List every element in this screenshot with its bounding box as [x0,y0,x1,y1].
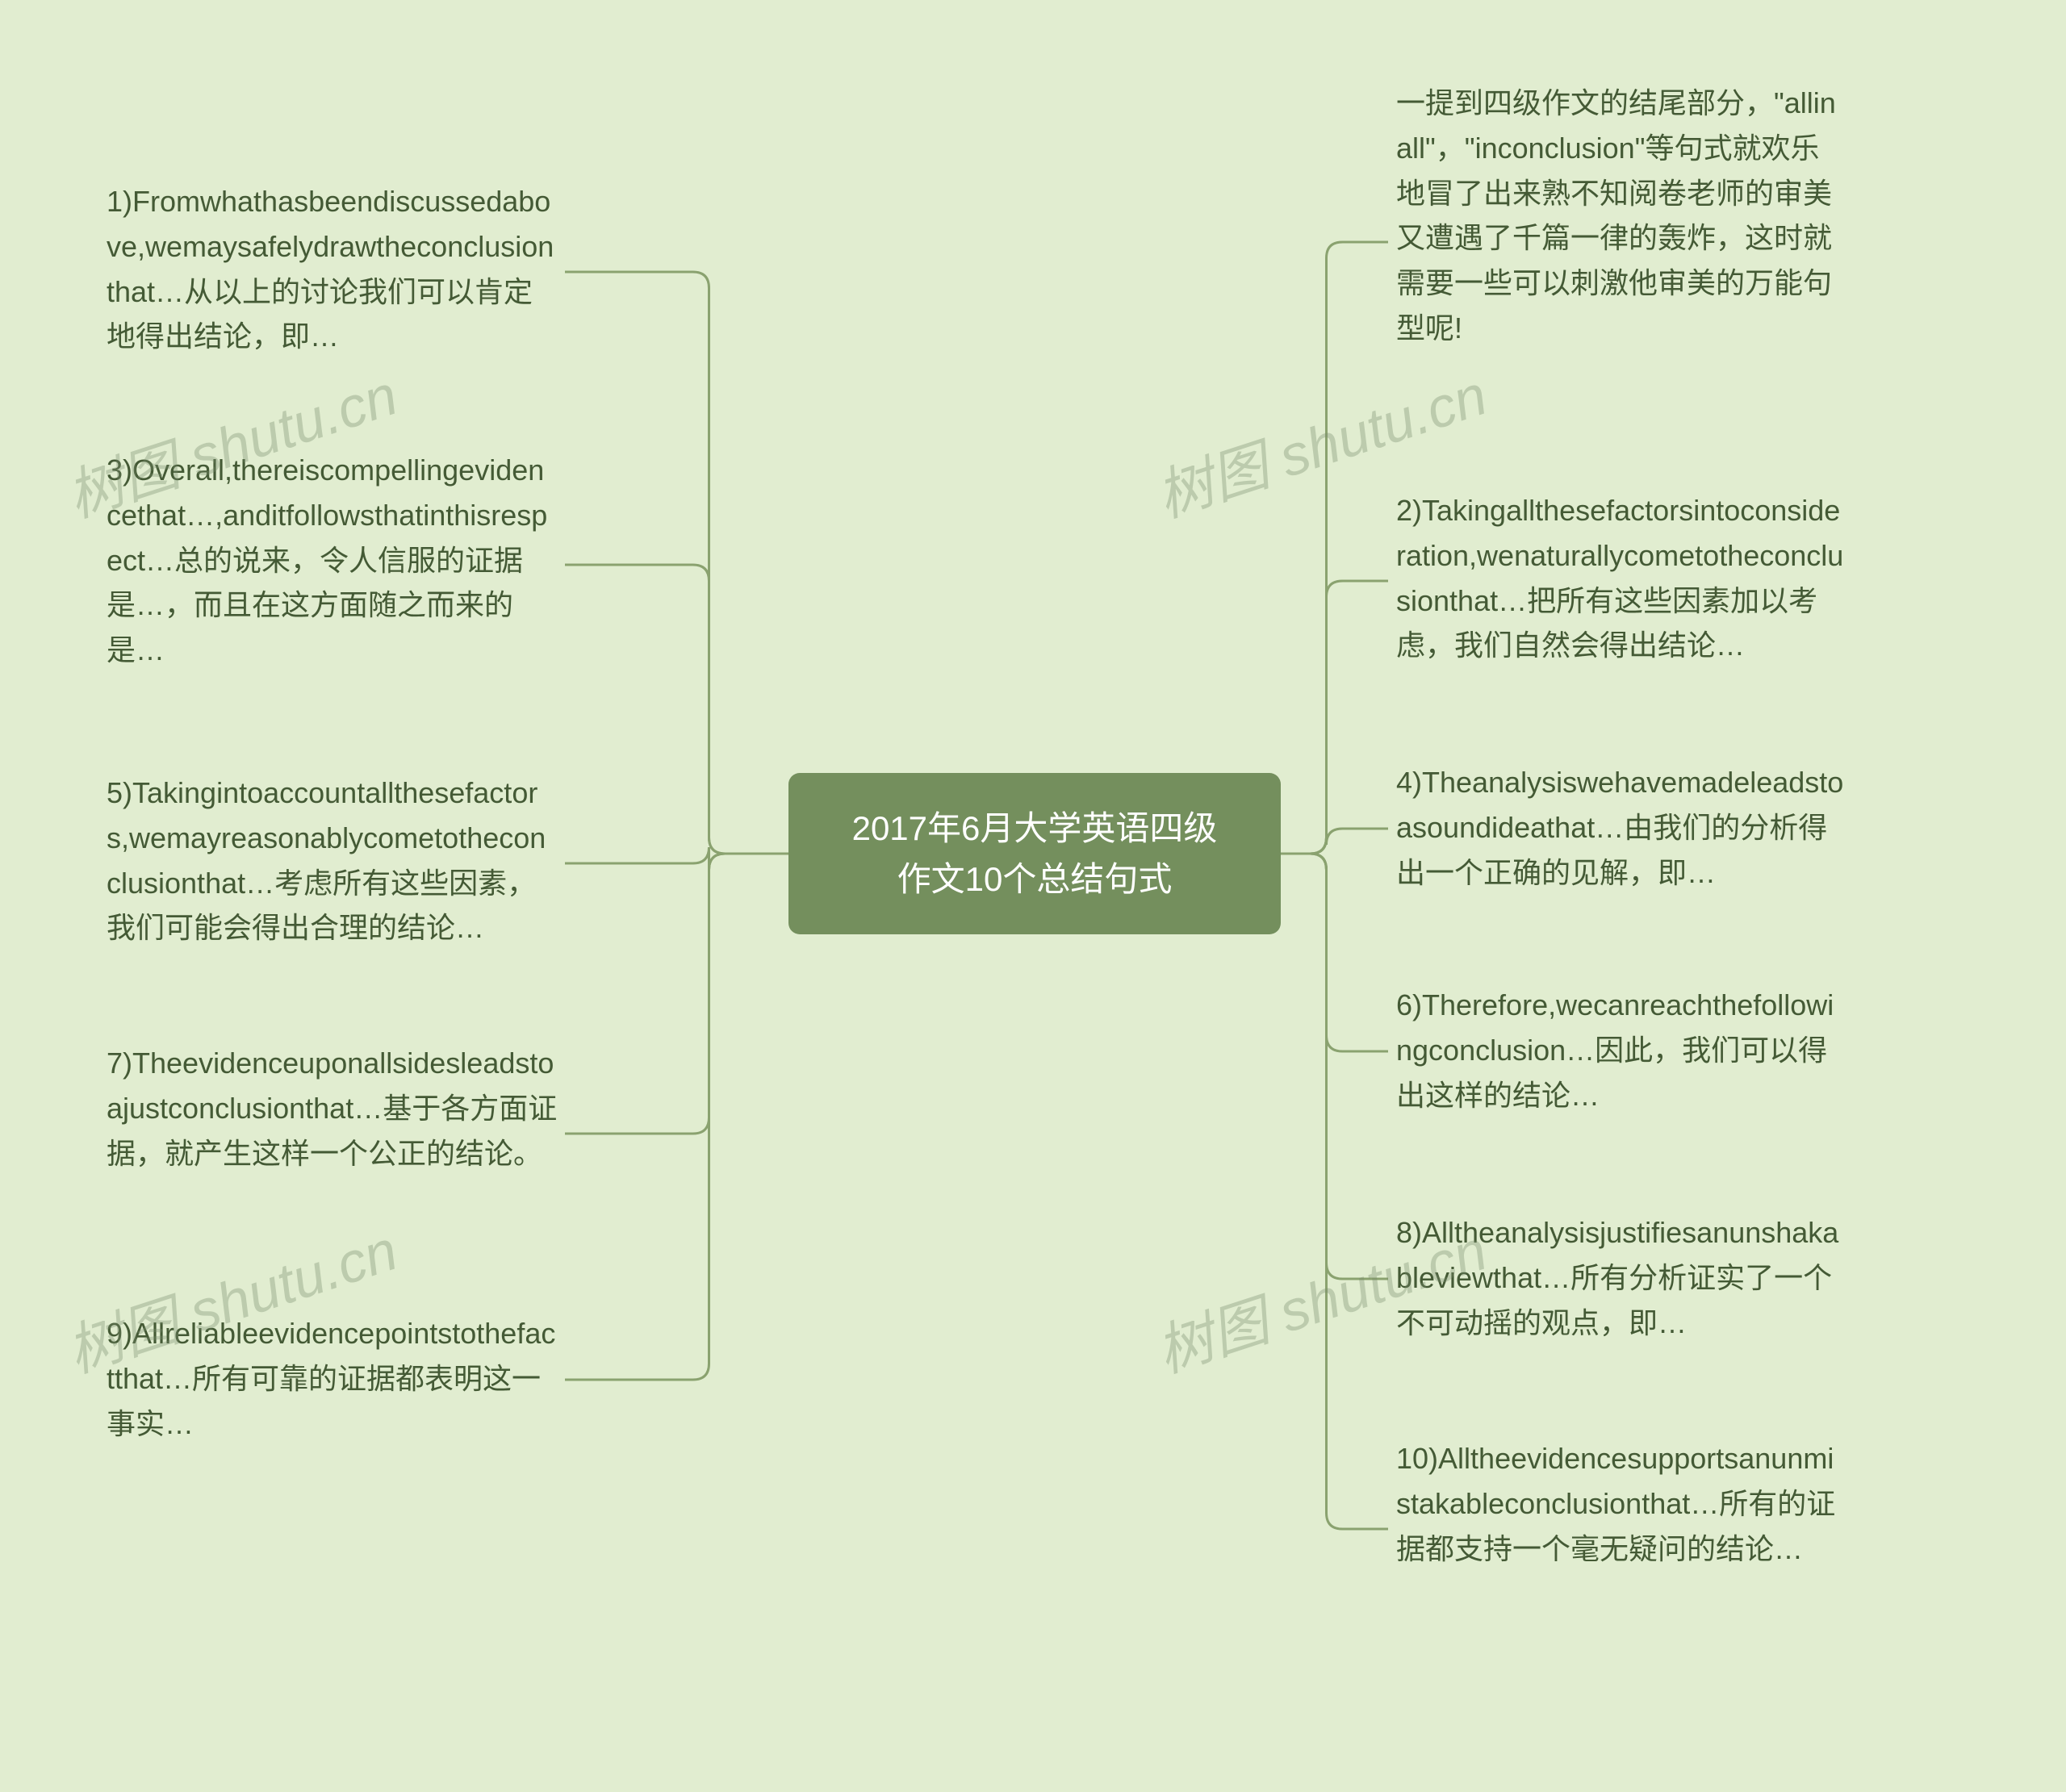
center-title-line2: 作文10个总结句式 [897,860,1173,898]
center-node: 2017年6月大学英语四级 作文10个总结句式 [788,773,1281,934]
right-node: 8)Alltheanalysisjustifiesanunshakablevie… [1396,1210,1848,1345]
right-node: 6)Therefore,wecanreachthefollowingconclu… [1396,983,1848,1117]
center-title-line1: 2017年6月大学英语四级 [852,809,1218,847]
center-title: 2017年6月大学英语四级 作文10个总结句式 [852,803,1218,904]
left-node: 7)Theevidenceuponallsidesleadstoajustcon… [107,1041,558,1176]
left-node: 3)Overall,thereiscompellingevidencethat…… [107,448,558,673]
left-node: 5)Takingintoaccountallthesefactors,wemay… [107,771,558,950]
right-node: 一提到四级作文的结尾部分，"allinall"，"inconclusion"等句… [1396,81,1848,351]
left-node: 1)Fromwhathasbeendiscussedabove,wemaysaf… [107,179,558,359]
right-node: 10)Alltheevidencesupportsanunmistakablec… [1396,1436,1848,1571]
right-node: 2)Takingallthesefactorsintoconsideration… [1396,488,1848,668]
mindmap-canvas: 2017年6月大学英语四级 作文10个总结句式 1)Fromwhathasbee… [0,0,2066,1792]
right-node: 4)Theanalysiswehavemadeleadstoasoundidea… [1396,760,1848,895]
left-node: 9)Allreliableevidencepointstothefactthat… [107,1311,558,1446]
